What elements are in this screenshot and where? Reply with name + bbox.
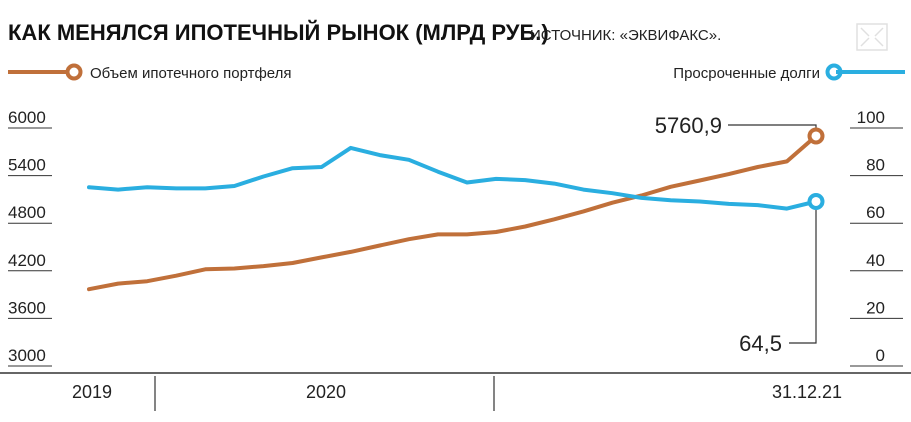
right-tick-label: 100 [857,108,885,127]
left-axis: 6000 5400 4800 4200 3600 3000 [8,108,52,367]
right-tick-label: 80 [866,156,885,175]
left-tick-label: 3600 [8,298,46,317]
right-tick-label: 0 [876,346,885,365]
x-label-2019: 2019 [72,382,112,402]
annotations: 5760,9 64,5 [655,113,825,356]
portfolio-line [87,134,818,292]
right-tick-label: 40 [866,251,885,270]
left-tick-label: 4800 [8,203,46,222]
overdue-line [87,145,818,211]
legend-portfolio-marker [65,63,83,81]
left-tick-label: 3000 [8,346,46,365]
right-tick-label: 20 [866,298,885,317]
portfolio-leader-line [728,124,817,129]
overdue-end-label: 64,5 [739,331,782,356]
x-label-end-date: 31.12.21 [772,382,842,402]
x-label-2020: 2020 [306,382,346,402]
source-note: ИСТОЧНИК: «ЭКВИФАКС». [530,27,721,44]
right-axis: 100 80 60 40 20 0 [850,108,903,367]
legend-portfolio-label: Объем ипотечного портфеля [90,65,292,82]
legend-portfolio: Объем ипотечного портфеля [8,63,292,82]
overdue-leader-line [789,208,817,344]
portfolio-end-label: 5760,9 [655,113,722,138]
legend-overdue-label: Просроченные долги [673,65,820,82]
right-tick-label: 60 [866,203,885,222]
series-layer [87,134,818,292]
portfolio-end-marker [807,127,825,145]
left-tick-label: 6000 [8,108,46,127]
chart-title: КАК МЕНЯЛСЯ ИПОТЕЧНЫЙ РЫНОК (МЛРД РУБ.) [8,20,549,45]
overdue-end-marker [807,192,825,210]
legend-overdue: Просроченные долги [673,63,905,82]
left-tick-label: 4200 [8,251,46,270]
left-tick-label: 5400 [8,156,46,175]
expand-icon [856,23,888,51]
